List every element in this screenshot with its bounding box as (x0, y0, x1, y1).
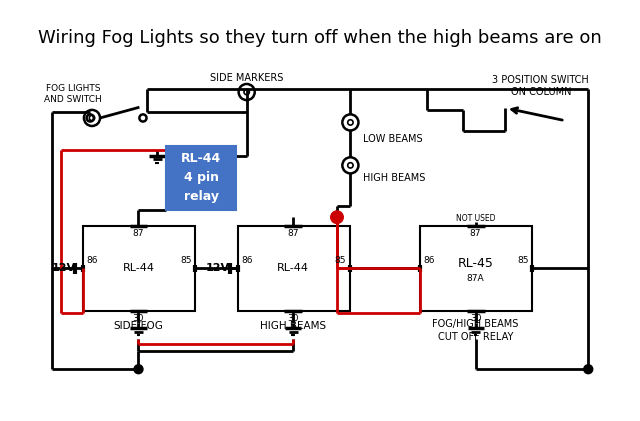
Text: RL-44
4 pin
relay: RL-44 4 pin relay (181, 152, 221, 203)
Text: 87: 87 (470, 229, 481, 238)
Text: 87: 87 (287, 229, 299, 238)
Text: 85: 85 (335, 256, 346, 265)
Text: 3 POSITION SWITCH
ON COLUMN: 3 POSITION SWITCH ON COLUMN (492, 75, 589, 97)
Text: HIGH BEAMS: HIGH BEAMS (260, 321, 326, 331)
Bar (237, 226, 349, 311)
Text: 30: 30 (132, 314, 144, 323)
Text: RL-44: RL-44 (122, 263, 154, 273)
Text: SIDE MARKERS: SIDE MARKERS (210, 73, 284, 83)
Circle shape (584, 365, 593, 374)
Text: HIGH BEAMS: HIGH BEAMS (363, 173, 426, 183)
Text: 86: 86 (241, 256, 252, 265)
Circle shape (331, 211, 343, 224)
Bar (83, 226, 195, 311)
Text: 12V: 12V (206, 263, 230, 273)
Text: 86: 86 (423, 256, 435, 265)
Text: 85: 85 (517, 256, 529, 265)
Circle shape (134, 365, 143, 374)
Text: Wiring Fog Lights so they turn off when the high beams are on: Wiring Fog Lights so they turn off when … (38, 29, 602, 48)
Text: 30: 30 (470, 314, 481, 323)
Text: 87: 87 (132, 229, 144, 238)
Text: LOW BEAMS: LOW BEAMS (363, 133, 422, 144)
Text: FOG LIGHTS
AND SWITCH: FOG LIGHTS AND SWITCH (44, 84, 102, 104)
Text: 12V: 12V (51, 263, 76, 273)
Text: NOT USED: NOT USED (456, 213, 495, 223)
Text: RL-45: RL-45 (458, 257, 493, 270)
Text: FOG/HIGH BEAMS
CUT OFF RELAY: FOG/HIGH BEAMS CUT OFF RELAY (433, 319, 519, 342)
Bar (420, 226, 532, 311)
Bar (166, 146, 236, 210)
Text: 86: 86 (86, 256, 98, 265)
Text: SIDE/FOG: SIDE/FOG (113, 321, 163, 331)
Text: 87A: 87A (467, 274, 484, 283)
Text: 85: 85 (180, 256, 191, 265)
Text: 30: 30 (287, 314, 299, 323)
Text: RL-44: RL-44 (277, 263, 309, 273)
